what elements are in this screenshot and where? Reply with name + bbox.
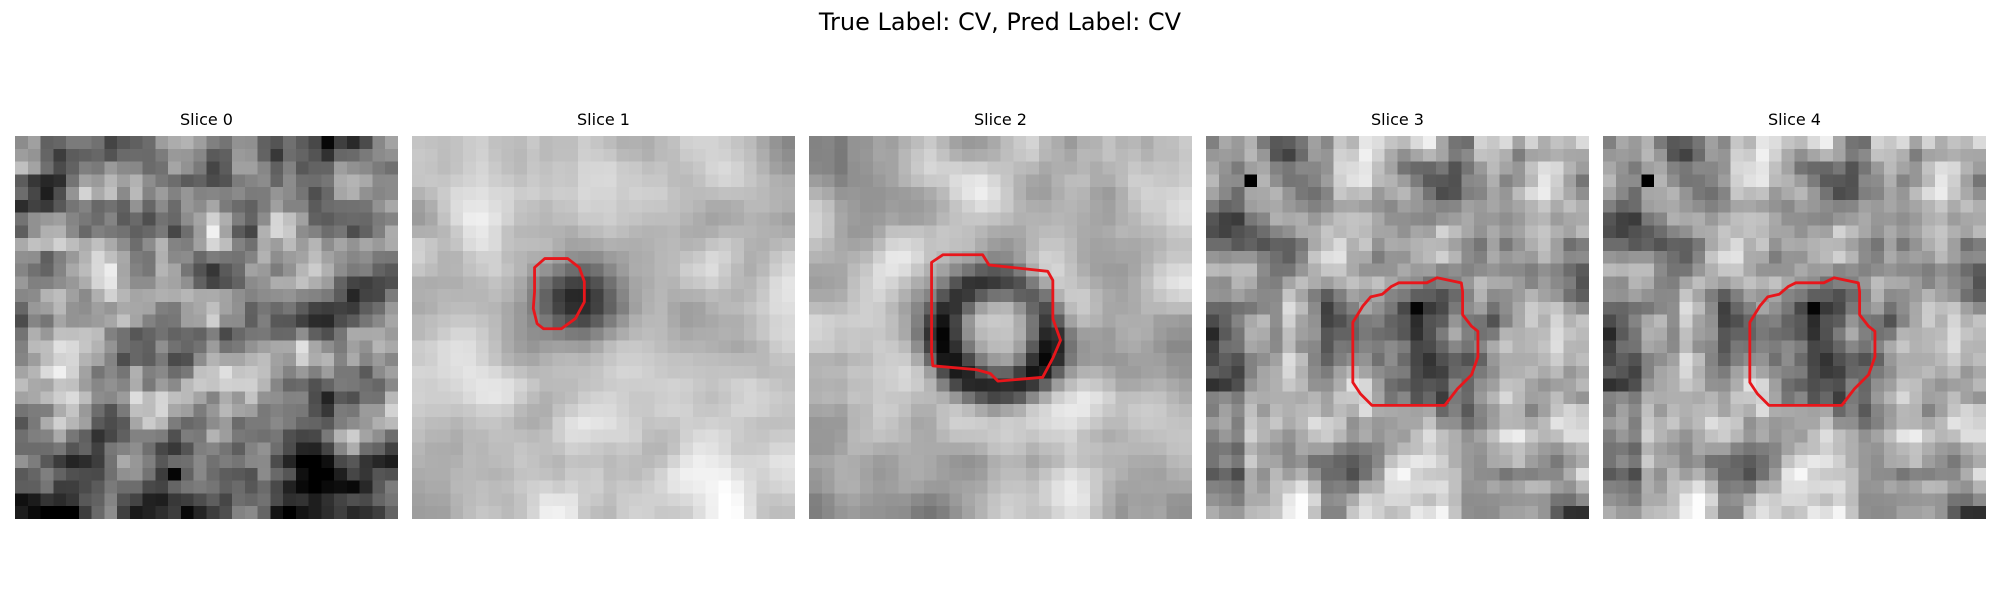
slice-panel-2: Slice 2 [809, 110, 1192, 519]
slice-title-0: Slice 0 [180, 110, 233, 129]
slice-image-3 [1206, 136, 1589, 519]
slice-image-2 [809, 136, 1192, 519]
slice-image-0 [15, 136, 398, 519]
slice-image-1 [412, 136, 795, 519]
segmentation-contour [1748, 276, 1877, 407]
slice-panel-1: Slice 1 [412, 110, 795, 519]
slice-image-4 [1603, 136, 1986, 519]
figure-title: True Label: CV, Pred Label: CV [818, 8, 1182, 36]
slice-panel-3: Slice 3 [1206, 110, 1589, 519]
segmentation-contour [531, 257, 586, 331]
slice-panel-0: Slice 0 [15, 110, 398, 519]
slice-panel-4: Slice 4 [1603, 110, 1986, 519]
segmentation-contour [1351, 276, 1480, 407]
slice-title-2: Slice 2 [974, 110, 1027, 129]
slice-title-3: Slice 3 [1371, 110, 1424, 129]
slice-title-4: Slice 4 [1768, 110, 1821, 129]
slice-title-1: Slice 1 [577, 110, 630, 129]
segmentation-contour [930, 253, 1062, 383]
